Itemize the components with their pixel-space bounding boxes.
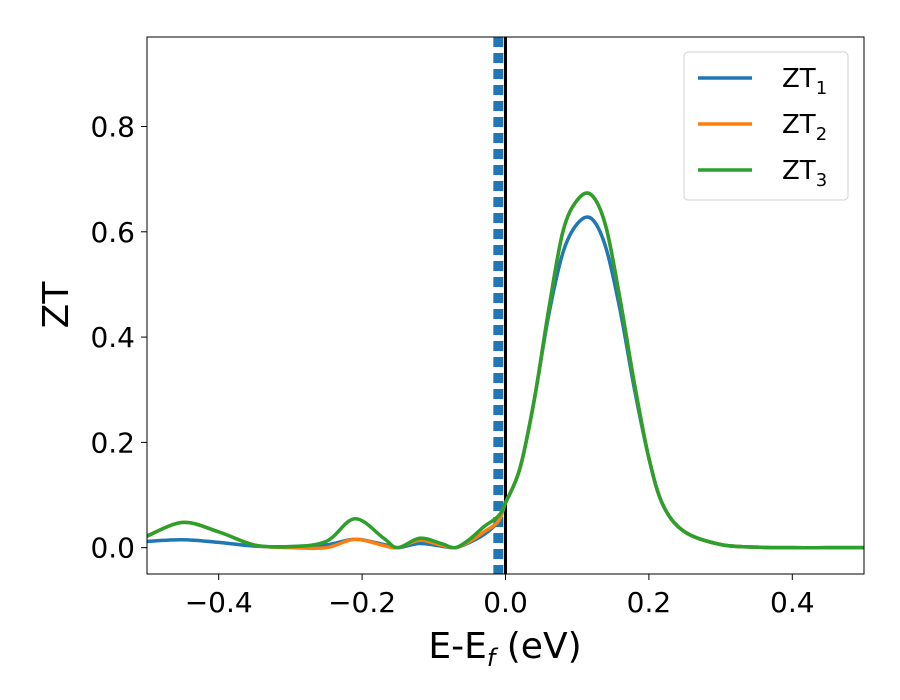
y-tick-label: 0.0 [90, 532, 135, 565]
y-axis-title: ZT [36, 281, 77, 329]
x-tick-label: 0.2 [627, 586, 672, 619]
x-tick-label: −0.4 [185, 586, 253, 619]
legend-label-zt1: ZT1 [782, 64, 827, 99]
y-tick-label: 0.2 [90, 426, 135, 459]
legend-label-zt3: ZT3 [782, 156, 827, 191]
y-tick-label: 0.6 [90, 216, 135, 249]
legend-label-zt2: ZT2 [782, 110, 827, 145]
legend-box [683, 51, 849, 201]
legend: ZT1 ZT2 ZT3 [683, 51, 849, 201]
y-tick-label: 0.4 [90, 321, 135, 354]
x-tick-label: 0.4 [770, 586, 815, 619]
y-tick-label: 0.8 [90, 111, 135, 144]
x-tick-label: 0.0 [483, 586, 528, 619]
x-axis-title: E-Ef (eV) [428, 626, 581, 672]
series-line-zt3 [147, 191, 864, 550]
x-tick-label: −0.2 [328, 586, 396, 619]
